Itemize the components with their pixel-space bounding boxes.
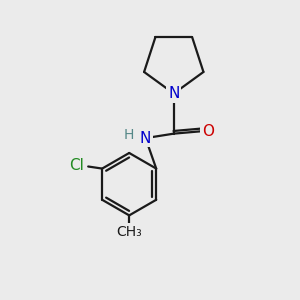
Text: H: H [124, 128, 134, 142]
Text: CH₃: CH₃ [116, 225, 142, 239]
Text: O: O [202, 124, 214, 139]
Text: Cl: Cl [70, 158, 84, 172]
Text: N: N [168, 86, 179, 101]
Text: N: N [140, 130, 151, 146]
